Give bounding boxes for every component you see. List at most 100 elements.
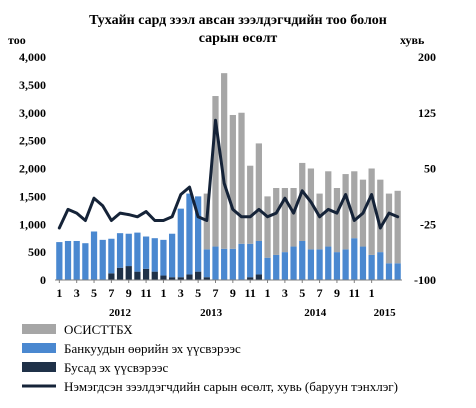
bar-series-1-month-14	[168, 233, 176, 278]
bar-series-0-month-15	[177, 277, 184, 280]
bar-series-2-month-25	[264, 196, 271, 258]
year-label: 2012	[109, 307, 132, 319]
bar-series-1-month-22	[238, 243, 245, 280]
x-tick-label: 3	[74, 286, 80, 300]
x-tick-label: 1	[369, 286, 375, 300]
x-tick-label: 5	[299, 286, 305, 300]
bar-series-1-month-39	[385, 263, 393, 280]
bar-series-1-month-32	[325, 246, 332, 280]
left-axis-unit-label: тоо	[8, 33, 26, 47]
bar-series-1-month-1	[56, 242, 63, 280]
x-tick-label: 3	[282, 286, 288, 300]
x-tick-label: 1	[265, 286, 271, 300]
legend-swatch-2	[22, 324, 56, 334]
bar-series-0-month-12	[151, 271, 158, 280]
bar-series-1-month-29	[299, 240, 306, 280]
left-tick-label: 3,000	[19, 106, 46, 120]
x-tick-label: 9	[126, 286, 132, 300]
left-tick-label: 0	[40, 273, 46, 287]
bar-series-2-month-38	[377, 179, 384, 253]
x-tick-label: 11	[349, 286, 360, 300]
bar-series-0-month-10	[134, 271, 141, 280]
legend-label-3: Нэмэгдсэн зээлдэгчдийн сарын өсөлт, хувь…	[64, 379, 398, 394]
bar-series-0-month-11	[142, 268, 150, 280]
x-tick-label: 5	[195, 286, 201, 300]
legend-swatch-1	[22, 343, 56, 353]
bar-series-1-month-35	[351, 238, 358, 280]
bar-series-1-month-11	[142, 236, 150, 269]
bar-series-2-month-39	[385, 193, 393, 264]
bar-series-1-month-31	[316, 249, 323, 280]
x-tick-label: 9	[230, 286, 236, 300]
legend-swatch-0	[22, 362, 56, 372]
bar-series-2-month-31	[316, 193, 323, 250]
right-tick-label: -100	[414, 273, 436, 287]
bar-series-1-month-28	[290, 246, 297, 280]
bar-series-1-month-23	[247, 243, 254, 278]
bar-series-2-month-34	[342, 174, 349, 250]
left-tick-label: 4,000	[19, 50, 46, 64]
x-axis-ticks: 1 3 5 7 9 11 1 3 5 7 9 11 1 3 5 7 9 11 1	[56, 280, 375, 300]
chart-title-line-1: Тухайн сард зээл авсан зээлдэгчдийн тоо …	[89, 13, 387, 28]
bar-series-0-month-18	[203, 277, 210, 280]
year-labels: 2012 2013 2014 2015	[109, 307, 396, 319]
bar-series-0-month-14	[168, 277, 176, 280]
bar-series-2-month-29	[299, 162, 306, 241]
x-tick-label: 1	[56, 286, 62, 300]
bar-series-2-month-37	[368, 168, 375, 255]
bar-series-0-month-24	[255, 274, 262, 280]
bar-series-2-month-28	[290, 188, 297, 247]
bar-series-2-month-19	[212, 96, 219, 247]
legend-label-1: Банкуудын өөрийн эх үүсвэрээс	[64, 341, 241, 356]
bar-series-1-month-4	[82, 243, 89, 280]
bar-series-1-month-10	[134, 232, 141, 272]
bar-series-1-month-34	[342, 249, 349, 280]
bar-series-1-month-12	[151, 238, 158, 272]
right-axis-unit-label: хувь	[400, 33, 425, 47]
x-tick-label: 7	[108, 286, 114, 300]
x-tick-label: 7	[212, 286, 218, 300]
bar-series-1-month-5	[90, 231, 98, 280]
bar-series-1-month-37	[368, 254, 375, 280]
bar-series-2-month-21	[229, 114, 236, 249]
left-tick-label: 2,500	[19, 134, 46, 148]
x-tick-label: 11	[245, 286, 256, 300]
right-tick-label: 125	[418, 106, 436, 120]
year-label: 2013	[200, 307, 223, 319]
bar-series-1-month-15	[177, 208, 184, 278]
bar-series-1-month-9	[125, 233, 132, 267]
left-tick-label: 1,500	[19, 189, 46, 203]
right-tick-label: 50	[424, 162, 436, 176]
bar-series-2-month-33	[333, 188, 341, 253]
bar-series-1-month-13	[160, 239, 167, 276]
bar-series-2-month-27	[281, 188, 289, 253]
bar-series-2-month-22	[238, 112, 245, 244]
bar-series-1-month-18	[203, 249, 210, 278]
bar-series-1-month-2	[64, 240, 72, 280]
right-axis-ticks: -100 -25 50 125 200	[414, 50, 436, 287]
bar-series	[56, 73, 401, 280]
bar-series-1-month-17	[195, 196, 202, 272]
year-label: 2014	[304, 307, 327, 319]
bar-series-0-month-16	[186, 274, 193, 280]
bar-series-1-month-19	[212, 246, 219, 280]
left-axis-ticks: 0 500 1,000 1,500 2,000 2,500 3,000 3,500 4,000	[19, 50, 46, 287]
left-tick-label: 500	[28, 245, 46, 259]
x-tick-label: 9	[334, 286, 340, 300]
bar-series-0-month-9	[125, 266, 132, 280]
bar-series-2-month-24	[255, 143, 262, 241]
left-tick-label: 2,000	[19, 162, 46, 176]
x-tick-label: 5	[91, 286, 97, 300]
bar-series-0-month-23	[247, 277, 254, 280]
x-tick-label: 3	[178, 286, 184, 300]
year-label: 2015	[374, 307, 397, 319]
legend-label-0: Бусад эх үүсвэрээс	[64, 360, 168, 375]
bar-series-2-month-40	[394, 190, 401, 264]
bar-series-2-month-30	[307, 168, 315, 250]
x-tick-label: 11	[140, 286, 151, 300]
bar-series-1-month-16	[186, 193, 193, 275]
bar-series-1-month-33	[333, 252, 341, 280]
bar-series-1-month-26	[273, 254, 280, 280]
right-tick-label: 200	[418, 50, 436, 64]
